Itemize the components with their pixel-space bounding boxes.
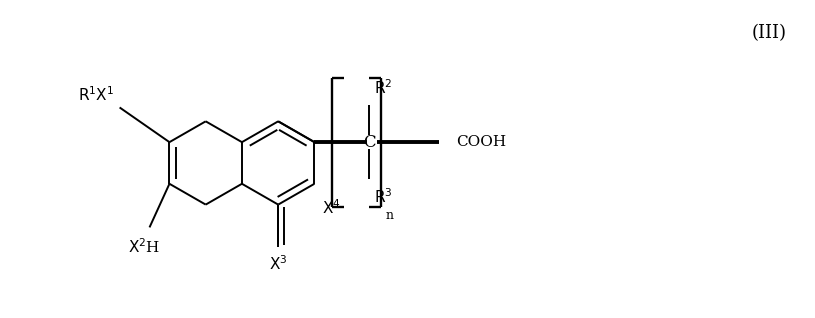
Text: n: n (385, 209, 393, 222)
Text: COOH: COOH (456, 135, 506, 149)
Text: $\mathsf{R^3}$: $\mathsf{R^3}$ (374, 188, 393, 206)
Text: (III): (III) (751, 24, 786, 42)
Text: $\mathsf{X^4}$: $\mathsf{X^4}$ (323, 199, 341, 217)
Text: $\mathsf{X^2}$H: $\mathsf{X^2}$H (129, 237, 161, 256)
Text: C: C (363, 134, 376, 151)
Text: $\mathsf{R^2}$: $\mathsf{R^2}$ (374, 78, 393, 97)
Text: $\mathsf{R^1X^1}$: $\mathsf{R^1X^1}$ (78, 86, 115, 105)
Text: $\mathsf{X^3}$: $\mathsf{X^3}$ (269, 254, 288, 273)
